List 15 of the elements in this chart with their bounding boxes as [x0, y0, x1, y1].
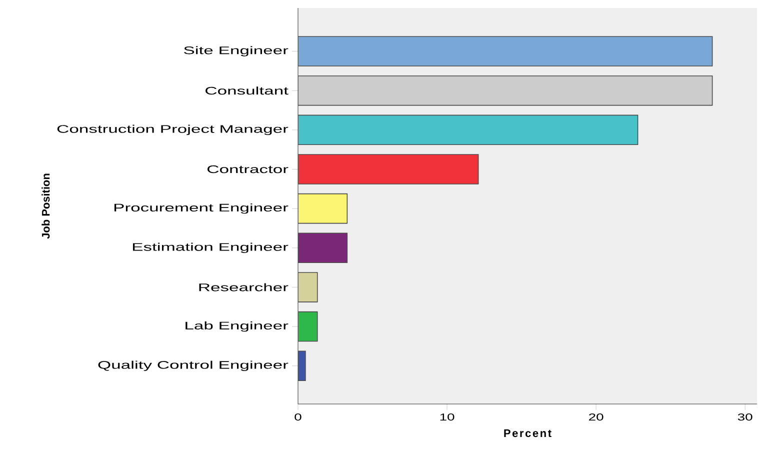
y-tick-label: Site Engineer: [184, 46, 288, 56]
y-tick-label: Lab Engineer: [186, 321, 288, 332]
x-tick-label: 20: [589, 414, 604, 421]
y-tick-label: Quality Control Engineer: [98, 360, 288, 371]
x-tick-label: 0: [294, 414, 302, 421]
y-tick-label: Researcher: [199, 283, 288, 292]
x-tick-label: 10: [440, 414, 454, 421]
y-tick-label: Consultant: [206, 86, 288, 95]
y-axis-title: Job Position: [42, 174, 50, 239]
y-tick-label: Estimation Engineer: [132, 242, 288, 253]
y-tick-label: Contractor: [208, 165, 288, 174]
x-tick-label: 30: [738, 414, 752, 421]
x-axis-title: Percent: [504, 429, 552, 438]
y-tick-label: Procurement Engineer: [114, 203, 288, 214]
y-tick-label: Construction Project Manager: [57, 124, 288, 136]
